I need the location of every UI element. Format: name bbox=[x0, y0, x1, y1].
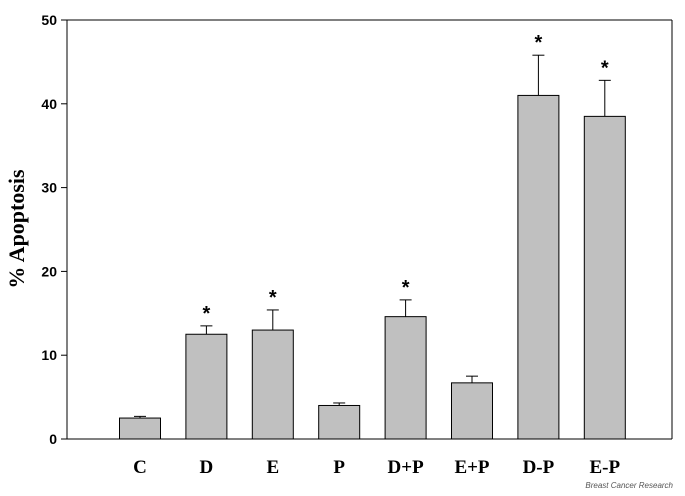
x-tick-label: D bbox=[200, 457, 214, 478]
x-tick-label: D-P bbox=[523, 457, 555, 478]
axes bbox=[66, 19, 673, 440]
x-tick-label: P bbox=[333, 457, 345, 478]
y-tick-label: 0 bbox=[49, 431, 57, 447]
bar-c bbox=[119, 417, 161, 440]
x-tick-label: D+P bbox=[388, 457, 425, 478]
x-tick-labels: C D E P D+P E+P D-P E-P bbox=[133, 457, 620, 478]
y-tick-label: 10 bbox=[41, 347, 57, 363]
bar-eminusp bbox=[583, 115, 626, 440]
y-tick-label: 40 bbox=[41, 96, 57, 112]
bar-e bbox=[251, 329, 294, 440]
x-tick-label: C bbox=[133, 457, 147, 478]
y-tick-label: 30 bbox=[41, 180, 57, 196]
bar-d bbox=[185, 333, 228, 440]
y-axis-title: % Apoptosis bbox=[4, 169, 29, 289]
significance-star: * bbox=[269, 287, 277, 309]
x-tick-label: E-P bbox=[589, 457, 620, 478]
bars: * * * * * bbox=[119, 32, 626, 440]
bar-dplusp bbox=[384, 316, 427, 440]
credit-text: Breast Cancer Research bbox=[585, 481, 673, 490]
x-tick-label: E bbox=[266, 457, 279, 478]
y-tick-label: 50 bbox=[41, 12, 57, 28]
significance-star: * bbox=[535, 32, 543, 54]
bar-dminusp bbox=[517, 94, 560, 440]
y-tick-label: 20 bbox=[41, 263, 57, 279]
significance-star: * bbox=[601, 57, 609, 79]
bar-p bbox=[318, 404, 361, 440]
significance-star: * bbox=[402, 277, 410, 299]
y-ticks: 0 10 20 30 40 50 bbox=[41, 12, 67, 447]
x-tick-label: E+P bbox=[454, 457, 489, 478]
significance-star: * bbox=[203, 303, 211, 325]
bar-eplusp bbox=[451, 382, 493, 440]
